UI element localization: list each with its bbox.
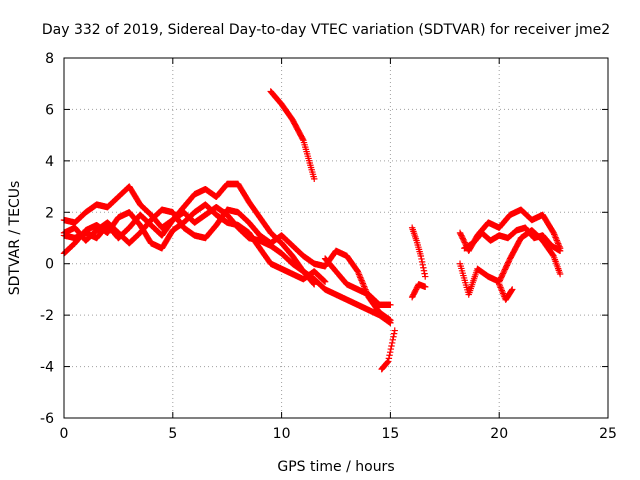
series-track-i xyxy=(408,224,429,280)
data-point xyxy=(388,342,395,350)
data-point xyxy=(359,280,367,287)
series-track-b xyxy=(60,201,329,285)
x-tick-label: 15 xyxy=(381,426,399,442)
data-point xyxy=(355,271,363,278)
data-point xyxy=(354,268,361,275)
grid-layer xyxy=(64,58,608,418)
data-point xyxy=(321,277,328,285)
data-point xyxy=(509,286,516,293)
x-tick-label: 0 xyxy=(60,426,69,442)
series-track-l xyxy=(461,224,564,255)
y-axis-label: SDTVAR / TECUs xyxy=(7,181,23,296)
data-point xyxy=(508,287,515,294)
data-point xyxy=(388,339,396,347)
data-point xyxy=(386,352,393,359)
tick-label-layer: 0 5 10 15 20 25 -6 -4 -2 0 2 4 6 8 xyxy=(40,51,617,442)
data-point xyxy=(357,274,364,281)
data-point xyxy=(387,345,395,353)
series-track-h xyxy=(408,281,429,301)
series-track-d xyxy=(60,206,394,324)
data-point xyxy=(389,336,396,344)
y-tick-label: 8 xyxy=(45,51,54,67)
y-tick-label: -6 xyxy=(40,411,54,427)
data-point xyxy=(385,358,392,365)
series-track-a xyxy=(60,180,318,288)
data-point xyxy=(390,330,398,337)
data-point xyxy=(461,239,468,246)
data-point xyxy=(556,247,564,255)
data-point xyxy=(355,269,362,277)
data-point xyxy=(386,348,394,356)
data-point xyxy=(387,317,394,324)
x-tick-label: 25 xyxy=(599,426,617,442)
data-point xyxy=(299,135,306,143)
data-point xyxy=(418,258,426,266)
data-point xyxy=(420,264,427,271)
x-tick-label: 10 xyxy=(273,426,291,442)
series-track-f xyxy=(267,88,318,183)
series-track-m xyxy=(496,281,516,303)
data-point xyxy=(384,359,391,366)
x-tick-label: 5 xyxy=(168,426,177,442)
series-track-e xyxy=(321,255,394,309)
data-point xyxy=(320,277,328,284)
y-tick-label: 0 xyxy=(45,257,54,273)
data-point xyxy=(422,273,429,280)
data-point xyxy=(456,229,464,237)
data-point xyxy=(459,235,466,242)
data-point xyxy=(360,281,367,289)
series-track-k xyxy=(456,227,564,298)
data-point xyxy=(458,232,465,239)
data-point xyxy=(357,275,365,283)
data-point xyxy=(418,255,425,263)
data-point xyxy=(458,233,466,241)
data-point xyxy=(421,270,428,277)
data-point xyxy=(391,327,398,334)
y-tick-label: -4 xyxy=(40,360,54,376)
data-point xyxy=(385,355,393,362)
data-point xyxy=(457,231,464,238)
data-point xyxy=(422,283,429,291)
data-point xyxy=(358,277,365,284)
y-tick-label: 6 xyxy=(45,102,54,118)
x-axis-label: GPS time / hours xyxy=(277,459,394,475)
data-point xyxy=(321,278,329,285)
chart-title: Day 332 of 2019, Sidereal Day-to-day VTE… xyxy=(42,22,610,38)
data-point xyxy=(390,333,397,340)
y-tick-label: 4 xyxy=(45,154,54,170)
data-layer xyxy=(60,88,564,373)
data-point xyxy=(419,261,426,269)
data-point xyxy=(356,272,363,280)
series-track-g xyxy=(378,327,398,373)
data-point xyxy=(460,236,467,243)
plot-frame xyxy=(63,57,609,419)
y-tick-label: -2 xyxy=(40,308,54,324)
data-point xyxy=(420,267,428,274)
data-point xyxy=(360,283,368,290)
data-point xyxy=(417,252,425,260)
data-point xyxy=(359,278,366,286)
data-point xyxy=(556,270,564,278)
data-point xyxy=(460,237,468,245)
data-point xyxy=(311,175,318,183)
x-tick-label: 20 xyxy=(490,426,508,442)
y-tick-label: 2 xyxy=(45,205,54,221)
data-point xyxy=(387,301,394,309)
